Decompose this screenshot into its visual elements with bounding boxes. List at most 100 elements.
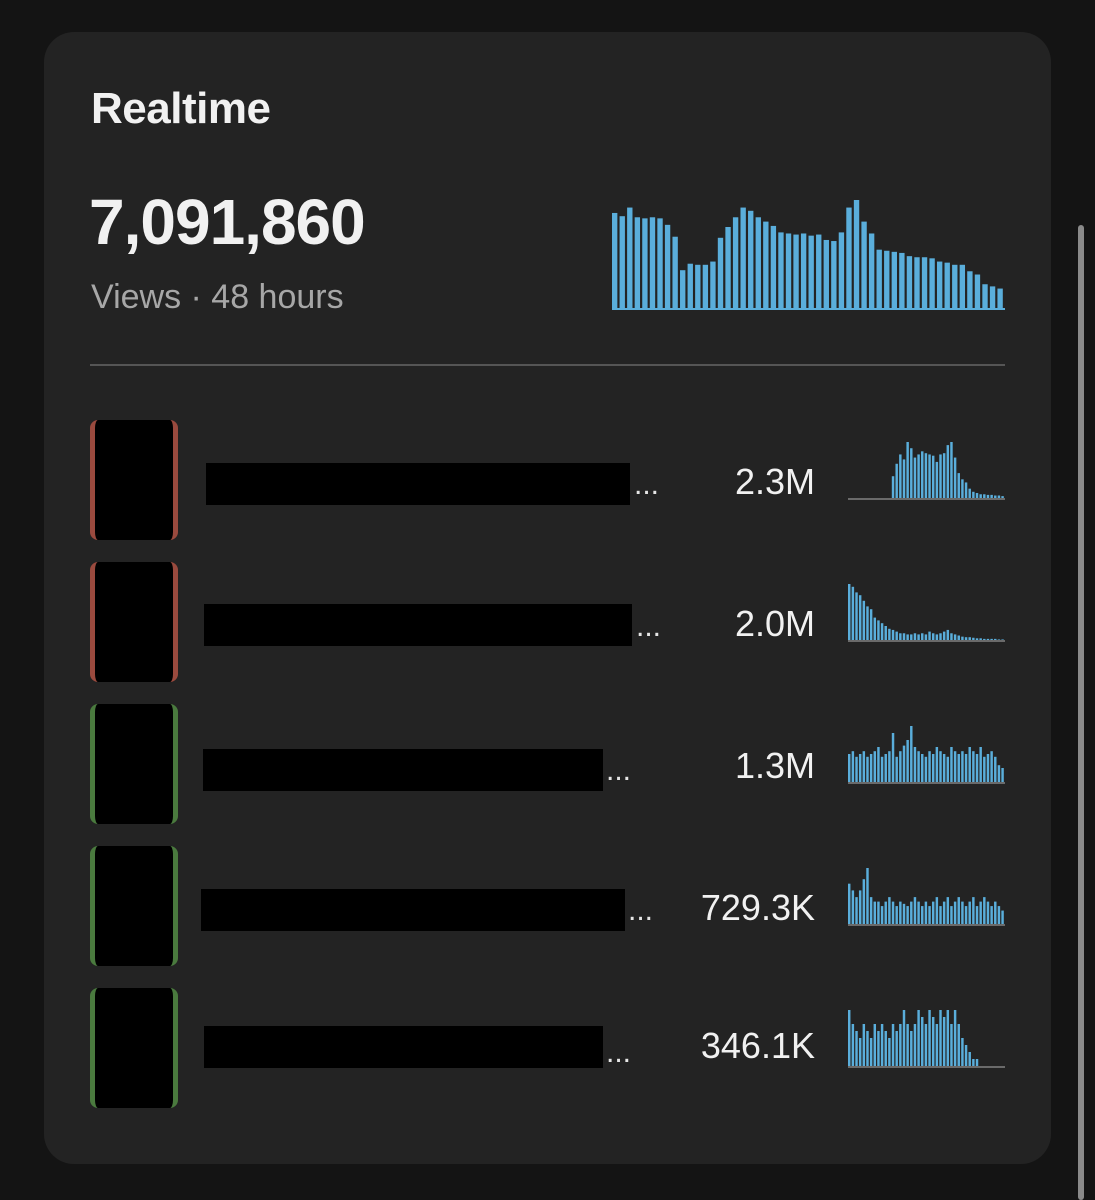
realtime-card: Realtime 7,091,860 Views · 48 hours ... … xyxy=(44,32,1051,1164)
spark-bar xyxy=(884,754,887,782)
spark-bar xyxy=(717,237,724,308)
spark-bar xyxy=(808,235,814,308)
spark-bar xyxy=(851,1024,855,1066)
content-thumbnail[interactable] xyxy=(90,846,178,966)
spark-bar xyxy=(634,217,641,308)
spark-bar xyxy=(846,207,852,308)
spark-bar xyxy=(936,261,943,308)
spark-bar xyxy=(763,221,769,308)
spark-bar xyxy=(979,901,982,924)
spark-bar xyxy=(687,263,693,308)
spark-bar xyxy=(952,264,958,308)
spark-bar xyxy=(975,906,979,924)
spark-bar xyxy=(858,595,862,640)
spark-bar xyxy=(902,903,906,924)
spark-bar xyxy=(931,1017,935,1066)
spark-bar xyxy=(855,897,858,924)
spark-bar xyxy=(862,879,866,924)
content-row[interactable]: ... 346.1K xyxy=(90,988,1005,1108)
spark-bar xyxy=(924,453,928,498)
spark-bar xyxy=(989,286,996,308)
spark-bar xyxy=(869,754,873,782)
spark-bar xyxy=(910,901,913,924)
spark-bar xyxy=(972,751,975,782)
content-row[interactable]: ... 729.3K xyxy=(90,846,1005,966)
spark-bar xyxy=(990,638,993,640)
spark-bar xyxy=(906,1024,909,1066)
content-row[interactable]: ... 2.3M xyxy=(90,420,1005,540)
content-row[interactable]: ... 1.3M xyxy=(90,704,1005,824)
spark-bar xyxy=(975,493,979,498)
spark-bar xyxy=(862,1024,866,1066)
spark-bar xyxy=(866,756,869,782)
spark-bar xyxy=(935,634,939,640)
spark-bar xyxy=(990,751,993,782)
spark-bar xyxy=(627,207,633,308)
spark-bar xyxy=(895,631,898,640)
spark-bar xyxy=(953,751,957,782)
spark-bar xyxy=(990,494,993,498)
redacted-title[interactable] xyxy=(204,604,632,646)
spark-bar xyxy=(917,454,920,498)
spark-bar xyxy=(942,631,946,640)
spark-bar xyxy=(986,901,990,924)
spark-bar xyxy=(994,638,997,640)
spark-bar xyxy=(928,631,931,640)
content-views: 2.3M xyxy=(734,461,815,502)
spark-bar xyxy=(902,459,906,498)
spark-bar xyxy=(816,234,822,308)
spark-bar xyxy=(974,274,981,308)
content-row[interactable]: ... 2.0M xyxy=(90,562,1005,682)
card-title: Realtime xyxy=(91,84,271,133)
spark-bar xyxy=(869,1038,873,1066)
spark-bar xyxy=(959,264,966,308)
spark-bar xyxy=(979,494,982,498)
content-thumbnail[interactable] xyxy=(90,988,178,1108)
spark-bar xyxy=(913,897,917,924)
spark-bar xyxy=(928,906,931,924)
content-sparkline xyxy=(848,726,1005,784)
title-ellipsis: ... xyxy=(634,468,660,501)
spark-bar xyxy=(869,897,873,924)
spark-bar xyxy=(975,1059,979,1066)
content-thumbnail[interactable] xyxy=(90,704,178,824)
redacted-title[interactable] xyxy=(204,1026,603,1068)
spark-bar xyxy=(950,442,953,498)
spark-bar xyxy=(785,233,792,308)
spark-bar xyxy=(888,897,891,924)
spark-bar xyxy=(979,638,982,640)
spark-bar xyxy=(997,495,1001,498)
spark-bar xyxy=(710,261,716,308)
spark-bar xyxy=(848,1010,851,1066)
spark-bar xyxy=(928,1010,931,1066)
spark-bar xyxy=(1001,496,1004,498)
spark-bar xyxy=(931,633,935,640)
content-thumbnail[interactable] xyxy=(90,420,178,540)
spark-bar xyxy=(913,1024,917,1066)
redacted-title[interactable] xyxy=(201,889,625,931)
spark-bar xyxy=(921,633,924,640)
spark-bar xyxy=(968,747,971,782)
spark-bar xyxy=(924,1024,928,1066)
spark-bar xyxy=(957,1024,960,1066)
spark-bar xyxy=(968,901,971,924)
spark-bar xyxy=(868,233,875,308)
spark-bar xyxy=(858,890,862,924)
spark-bar xyxy=(748,210,754,308)
spark-bar xyxy=(891,1024,895,1066)
content-thumbnail[interactable] xyxy=(90,562,178,682)
redacted-title[interactable] xyxy=(206,463,630,505)
spark-bar xyxy=(961,901,964,924)
spark-bar xyxy=(957,635,960,640)
spark-bar xyxy=(924,634,928,640)
spark-bar xyxy=(950,633,953,640)
spark-bar xyxy=(983,897,986,924)
redacted-title[interactable] xyxy=(203,749,603,791)
spark-bar xyxy=(946,1010,950,1066)
spark-bar xyxy=(953,457,957,498)
spark-bar xyxy=(895,756,898,782)
spark-bar xyxy=(929,258,935,308)
spark-bar xyxy=(855,1031,858,1066)
spark-bar xyxy=(994,756,997,782)
scrollbar[interactable] xyxy=(1078,225,1084,1200)
